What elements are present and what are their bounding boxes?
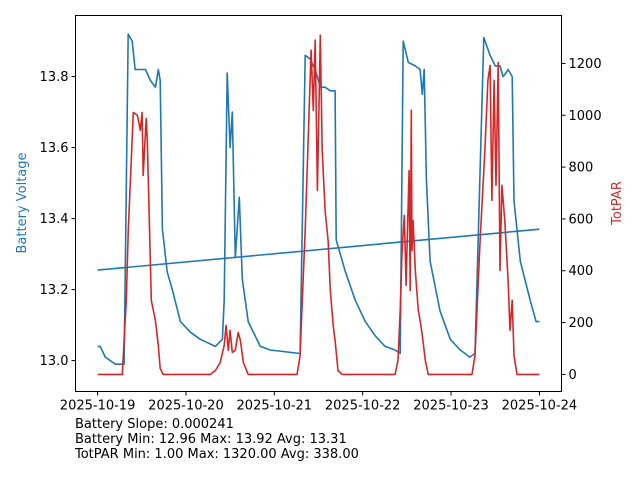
left-y-tick-label: 13.8 xyxy=(40,70,69,85)
battery-slope-text: Battery Slope: 0.000241 xyxy=(75,417,234,432)
left-y-tick-label: 13.4 xyxy=(40,212,69,227)
right-axis-label: TotPAR xyxy=(610,181,625,226)
series-battery-voltage xyxy=(97,33,540,365)
x-tick-label: 2025-10-21 xyxy=(237,399,313,414)
left-y-tick-label: 13.2 xyxy=(40,283,69,298)
right-y-tick-label: 400 xyxy=(569,264,594,279)
right-y-axis: 0 200 400 600 800 1000 1200 xyxy=(561,57,602,383)
right-y-tick-label: 800 xyxy=(569,161,594,176)
left-y-tick-label: 13.6 xyxy=(40,141,69,156)
right-y-tick-label: 0 xyxy=(569,368,577,383)
series-layer xyxy=(97,33,540,376)
right-y-tick-label: 1200 xyxy=(569,57,602,72)
left-y-axis: 13.0 13.2 13.4 13.6 13.8 xyxy=(40,70,76,369)
x-tick-label: 2025-10-19 xyxy=(60,399,136,414)
right-y-tick-label: 600 xyxy=(569,212,594,227)
totpar-stats-text: TotPAR Min: 1.00 Max: 1320.00 Avg: 338.0… xyxy=(75,447,359,462)
right-y-tick-label: 200 xyxy=(569,316,594,331)
x-axis: 2025-10-19 2025-10-20 2025-10-21 2025-10-22… xyxy=(60,391,578,414)
left-y-tick-label: 13.0 xyxy=(40,354,69,369)
series-trend xyxy=(97,228,540,271)
x-tick-label: 2025-10-23 xyxy=(413,399,489,414)
stats-block: Battery Slope: 0.000241 Battery Min: 12.… xyxy=(75,417,359,462)
series-totpar xyxy=(97,34,540,376)
x-tick-label: 2025-10-24 xyxy=(502,399,578,414)
x-tick-label: 2025-10-22 xyxy=(325,399,401,414)
right-y-tick-label: 1000 xyxy=(569,109,602,124)
battery-stats-text: Battery Min: 12.96 Max: 13.92 Avg: 13.31 xyxy=(75,432,347,447)
plot-frame xyxy=(75,15,562,392)
left-axis-label: Battery Voltage xyxy=(15,152,30,253)
x-tick-label: 2025-10-20 xyxy=(148,399,224,414)
